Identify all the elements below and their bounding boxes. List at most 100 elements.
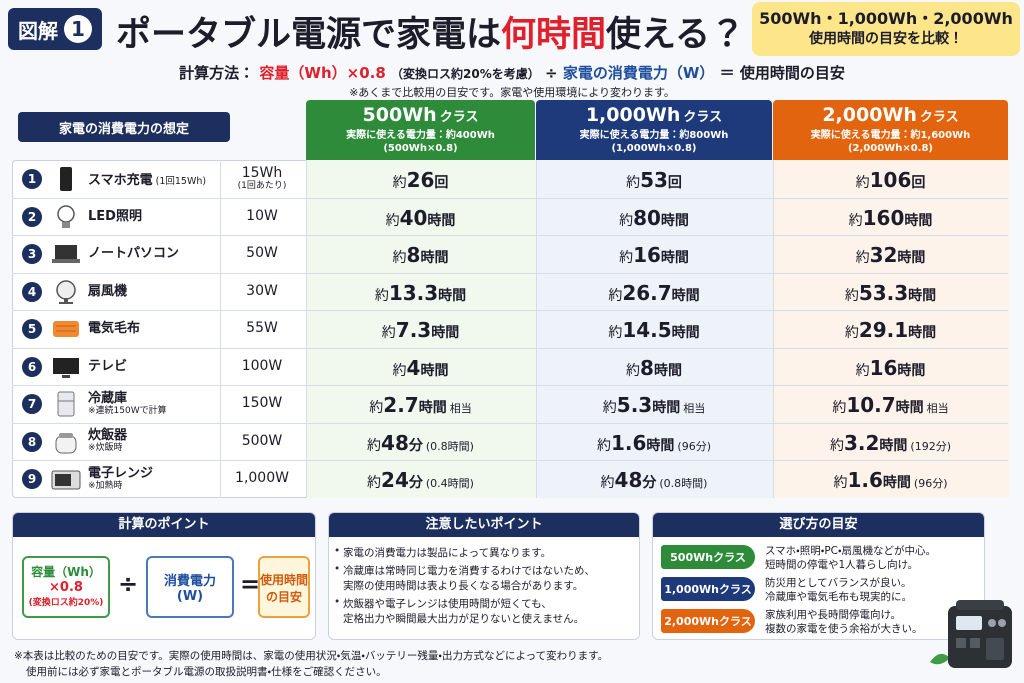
column-sub: 実際に使える電力量：約1,600Wh	[810, 130, 971, 141]
row-number: 5	[22, 319, 42, 339]
choose-text: スマホ・照明・PC・扇風機などが中心。	[765, 545, 937, 557]
formula-power: 家電の消費電力（W）	[562, 64, 715, 82]
cell-prefix: 約	[619, 250, 634, 266]
cell: 約 53 回	[536, 168, 772, 194]
caution-text: 定格出力や瞬間最大出力が足りないと使えません。	[343, 613, 585, 625]
cell: 約 1.6 時間 (96分)	[773, 468, 1008, 494]
bullet: •	[334, 563, 341, 575]
cell-prefix: 約	[392, 362, 407, 379]
cell-unit: 分	[408, 437, 423, 454]
cell: 約 13.3 時間	[306, 281, 535, 307]
row-power: 15Wh (1回あたり)	[222, 160, 302, 198]
row-line	[12, 310, 1008, 311]
callout-line: 使用時間の目安を比較！	[809, 31, 963, 47]
row-number: 3	[22, 244, 42, 264]
badge-number: 1	[64, 15, 92, 43]
title-part: ポータブル電源で家電は	[116, 15, 502, 55]
row-line	[12, 385, 1008, 386]
icon	[53, 321, 79, 337]
cell: 約 80 時間	[536, 206, 772, 232]
row-number: 6	[22, 356, 42, 377]
cell: 約 48 分 (0.8時間)	[536, 468, 772, 494]
cell-unit: 時間	[882, 475, 911, 491]
column-title: 500Wh クラス	[306, 104, 535, 129]
cell-number: 160	[862, 205, 905, 230]
cell-number: 5.3	[616, 393, 653, 417]
row-name-text: テレビ	[88, 358, 128, 374]
cell-extra: (0.4時間)	[425, 477, 474, 490]
row-icon	[50, 279, 82, 305]
cell: 約 14.5 時間	[536, 318, 772, 344]
calc-box: 容量（Wh） ×0.8 (変換ロス約20%)	[22, 556, 110, 618]
cell: 約 16 時間	[773, 356, 1008, 382]
cell: 約 16 時間	[536, 243, 772, 269]
cell-prefix: 約	[855, 250, 870, 266]
cell-unit: 時間	[431, 325, 460, 341]
cell: 約 3.2 時間 (192分)	[773, 431, 1008, 457]
cell: 約 4 時間	[306, 356, 535, 382]
row-name-text: 電子レンジ	[88, 465, 154, 481]
row-name: 電気毛布	[88, 310, 218, 348]
divider	[220, 160, 221, 498]
row-name-text: LED照明	[88, 208, 142, 224]
cell-prefix: 約	[392, 250, 407, 266]
row-name: スマホ充電 (1回15Wh)	[88, 160, 218, 198]
row-power-note: (1回あたり)	[237, 180, 287, 191]
cell-number: 80	[633, 205, 661, 230]
footer: ※本表は比較のための目安です。実際の使用時間は、家電の使用状況・気温・バッテリー…	[14, 648, 608, 680]
row-line	[12, 422, 1008, 424]
row-power-text: 150W	[241, 395, 283, 412]
cell-number: 2.7	[383, 393, 419, 417]
row-name: ノートパソコン	[88, 235, 218, 273]
icon	[57, 204, 75, 228]
column-title-suffix: クラス	[919, 110, 959, 125]
cell: 約 26 回	[306, 168, 535, 194]
cell: 約 1.6 時間 (96分)	[536, 431, 772, 457]
formula-loss: （変換ロス約20%を考慮）	[391, 67, 540, 81]
cell-extra: (96分)	[913, 477, 948, 490]
cell-prefix: 約	[832, 400, 847, 416]
icon	[57, 391, 75, 417]
caution-panel: 注意したいポイント • 家電の消費電力は製品によって異なります。 • 冷蔵庫は常時同じ…	[328, 512, 640, 640]
badge: 図解 1	[8, 8, 102, 50]
caution-text: 家電の消費電力は製品によって異なります。	[343, 547, 552, 559]
cell-prefix: 約	[833, 475, 848, 491]
column-body	[536, 160, 773, 498]
cell-prefix: 約	[392, 175, 407, 191]
cell-unit: 時間	[895, 400, 924, 416]
footer-note: 使用前には必ず家電とポータブル電源の取扱説明書・仕様をご確認ください。	[26, 666, 387, 678]
choose-text: 複数の家電を使う余裕が大きい。	[765, 623, 923, 635]
row-line	[12, 347, 1008, 349]
cell-extra: (0.8時間)	[659, 477, 708, 490]
row-icon	[50, 466, 82, 492]
badge-label: 図解	[18, 18, 58, 43]
caution-text: 実際の使用時間は表より長くなる場合があります。	[343, 580, 584, 592]
cell: 約 160 時間	[773, 206, 1008, 232]
cell: 約 7.3 時間	[306, 318, 535, 344]
cell-unit: 時間	[418, 400, 447, 416]
cell-extra: (0.8時間)	[425, 439, 474, 453]
cell-unit: 時間	[420, 250, 449, 266]
icon	[60, 167, 72, 191]
row-power: 10W	[222, 198, 302, 236]
cell-unit: 時間	[897, 362, 926, 379]
row-name-text: 扇風機	[88, 283, 128, 299]
cell-number: 48	[614, 468, 643, 492]
cell-unit: 時間	[897, 250, 926, 266]
row-name-line: スマホ充電 (1回15Wh)	[88, 169, 218, 188]
row-power-text: 100W	[241, 357, 283, 374]
cell-number: 29.1	[858, 318, 909, 342]
column-body	[773, 160, 1009, 498]
row-icon	[50, 204, 82, 230]
callout-line: 500Wh・1,000Wh・2,000Wh	[759, 9, 1013, 28]
cell: 約 24 分 (0.4時間)	[306, 468, 535, 494]
cell: 約 40 時間	[306, 206, 535, 232]
row-name-note: ※連続150Wで計算	[88, 405, 167, 416]
cell-prefix: 約	[381, 325, 396, 341]
cell-extra: 相当	[926, 402, 949, 415]
cell-unit: 時間	[646, 437, 675, 454]
panel-title: 計算のポイント	[13, 513, 315, 537]
cell-prefix: 約	[600, 475, 615, 491]
row-number: 4	[22, 281, 42, 302]
choose-text: 防災用としてバランスが良い。	[765, 577, 912, 589]
